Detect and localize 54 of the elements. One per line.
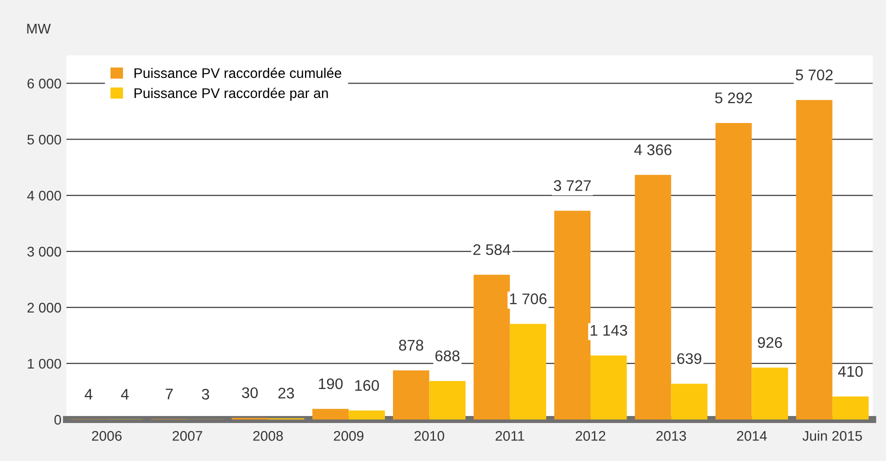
- data-label: 926: [758, 337, 782, 348]
- data-label: 878: [399, 340, 424, 351]
- data-label: 160: [355, 380, 379, 391]
- bar: [348, 410, 385, 420]
- x-tick-label: 2008: [253, 430, 283, 441]
- y-tick-label: 3 000: [27, 246, 62, 257]
- data-label: 4: [84, 388, 92, 400]
- bar: [429, 380, 466, 420]
- x-tick-label: 2014: [737, 430, 767, 441]
- data-label: 23: [278, 388, 294, 399]
- data-label: 639: [677, 353, 702, 364]
- y-axis-title: MW: [27, 24, 51, 34]
- data-label: 3: [202, 388, 210, 400]
- data-label: 7: [166, 388, 173, 400]
- bar: [752, 368, 788, 420]
- bar: [634, 174, 672, 420]
- data-label: 1 706: [510, 293, 546, 304]
- bar: [554, 210, 591, 420]
- data-label: 410: [838, 366, 863, 377]
- x-tick-label: 2013: [656, 430, 686, 441]
- data-label: 190: [318, 378, 343, 390]
- x-tick-label: 2007: [172, 430, 202, 441]
- y-tick-label: 5 000: [27, 134, 62, 145]
- x-tick-label: 2010: [414, 430, 444, 441]
- y-tick-label: 6 000: [28, 78, 62, 89]
- x-tick-label: Juin 2015: [802, 430, 862, 441]
- x-tick-label: 2009: [334, 430, 364, 441]
- data-label: 3 727: [554, 180, 591, 192]
- data-label: 5 702: [796, 70, 833, 80]
- y-tick-label: 2 000: [28, 302, 62, 313]
- data-label: 30: [242, 387, 258, 398]
- bar: [312, 408, 349, 420]
- x-tick-label: 2012: [576, 430, 606, 441]
- y-tick-label: 1 000: [28, 358, 62, 369]
- bar: [590, 355, 627, 420]
- bar: [510, 324, 546, 420]
- bar: [715, 123, 752, 420]
- data-label: 1 143: [590, 324, 628, 336]
- bar: [796, 100, 832, 420]
- data-label: 5 292: [715, 92, 752, 104]
- bar: [474, 274, 510, 420]
- data-label: 4: [121, 388, 129, 400]
- data-label: 2 584: [473, 244, 510, 256]
- legend-label: Puissance PV raccordée par an: [134, 88, 328, 101]
- y-tick-label: 0: [54, 414, 62, 425]
- legend-label: Puissance PV raccordée cumulée: [134, 68, 342, 78]
- bar: [392, 370, 430, 420]
- data-label: 688: [435, 350, 460, 362]
- x-tick-label: 2006: [92, 430, 122, 441]
- x-tick-label: 2011: [496, 430, 524, 441]
- bar: [671, 384, 708, 420]
- y-tick-label: 4 000: [27, 190, 62, 201]
- bar: [832, 396, 869, 420]
- data-label: 4 366: [634, 144, 672, 156]
